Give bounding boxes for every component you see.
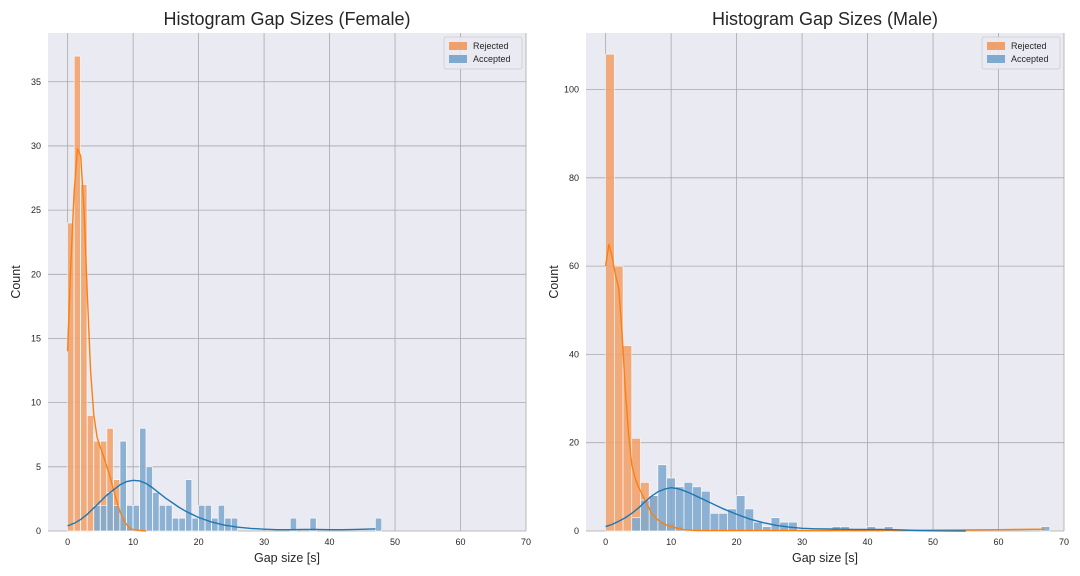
accepted-bar	[159, 505, 166, 532]
accepted-bar	[152, 492, 160, 532]
male-histogram-panel: 0 10 20 30 40 50 60 70 0 20 40 60 80 100 Histogram Gap…	[547, 9, 1069, 565]
x-tick-label: 50	[390, 537, 400, 547]
accepted-bar	[753, 521, 763, 532]
y-tick-label: 80	[569, 173, 579, 183]
accepted-bar	[178, 517, 186, 532]
accepted-bar	[100, 505, 107, 532]
x-axis-label: Gap size [s]	[792, 551, 858, 565]
rejected-bar	[614, 265, 624, 532]
x-tick-label: 50	[928, 537, 938, 547]
accepted-bar	[231, 517, 238, 532]
chart-title: Histogram Gap Sizes (Female)	[163, 9, 410, 29]
accepted-bar	[375, 517, 382, 532]
legend-swatch-rejected	[987, 42, 1005, 50]
chart-title: Histogram Gap Sizes (Male)	[712, 9, 938, 29]
accepted-bar	[309, 517, 317, 532]
y-tick-label: 20	[31, 269, 41, 279]
y-tick-label: 5	[36, 462, 41, 472]
y-tick-label: 10	[31, 398, 41, 408]
x-tick-label: 10	[128, 537, 138, 547]
accepted-bar	[139, 428, 147, 532]
x-tick-label: 60	[456, 537, 466, 547]
accepted-bar	[191, 517, 199, 532]
rejected-bar	[80, 184, 88, 532]
y-tick-label: 20	[569, 438, 579, 448]
legend-swatch-accepted	[987, 55, 1005, 63]
accepted-bar	[145, 466, 153, 532]
x-tick-label: 40	[325, 537, 335, 547]
accepted-bar	[631, 517, 641, 532]
accepted-bar	[683, 482, 694, 532]
x-tick-label: 30	[259, 537, 269, 547]
female-histogram-panel: 0 10 20 30 40 50 60 70 0 5 10 15 20 25 30 35 Histogram G…	[9, 9, 531, 565]
legend-swatch-rejected	[449, 42, 467, 50]
accepted-bar	[692, 486, 702, 532]
accepted-bar	[224, 517, 232, 532]
y-tick-label: 0	[36, 526, 41, 536]
x-tick-label: 20	[732, 537, 742, 547]
accepted-bar	[172, 517, 179, 532]
legend-swatch-accepted	[449, 55, 467, 63]
x-tick-label: 0	[603, 537, 608, 547]
rejected-bar	[605, 53, 615, 532]
legend-label-accepted: Accepted	[1011, 54, 1049, 64]
accepted-bar	[675, 486, 685, 532]
plot-area	[586, 33, 1064, 531]
rejected-bar	[73, 55, 81, 532]
y-tick-label: 100	[564, 85, 579, 95]
accepted-bar	[709, 513, 720, 532]
accepted-bar	[735, 495, 746, 532]
accepted-bar	[132, 505, 140, 532]
x-tick-label: 10	[666, 537, 676, 547]
y-tick-label: 0	[574, 526, 579, 536]
y-tick-label: 60	[569, 261, 579, 271]
accepted-kde-line	[605, 487, 966, 532]
x-tick-label: 30	[797, 537, 807, 547]
accepted-bar	[718, 513, 728, 532]
y-axis-label: Count	[547, 265, 561, 299]
x-tick-label: 20	[194, 537, 204, 547]
accepted-bar	[204, 505, 212, 532]
accepted-bar	[701, 490, 711, 532]
x-tick-label: 70	[1059, 537, 1069, 547]
accepted-bar	[119, 440, 127, 532]
plot-area	[48, 33, 526, 531]
accepted-bar	[289, 517, 297, 532]
y-tick-label: 25	[31, 205, 41, 215]
accepted-bar	[185, 479, 193, 532]
x-tick-label: 70	[521, 537, 531, 547]
accepted-bar	[165, 505, 173, 532]
legend-label-rejected: Rejected	[1011, 41, 1047, 51]
legend-label-rejected: Rejected	[473, 41, 509, 51]
accepted-bar	[648, 495, 659, 532]
accepted-bar	[93, 505, 101, 532]
rejected-bar	[631, 437, 641, 532]
x-tick-label: 60	[994, 537, 1004, 547]
y-tick-label: 35	[31, 77, 41, 87]
accepted-bar	[217, 505, 225, 532]
rejected-kde-line	[66, 148, 147, 532]
y-tick-label: 30	[31, 141, 41, 151]
y-tick-label: 40	[569, 349, 579, 359]
accepted-bar	[666, 477, 676, 532]
legend-label-accepted: Accepted	[473, 54, 511, 64]
accepted-bar	[211, 517, 219, 532]
x-axis-label: Gap size [s]	[254, 551, 320, 565]
accepted-kde-line	[67, 479, 376, 531]
y-tick-label: 15	[31, 333, 41, 343]
rejected-kde-line	[604, 243, 1045, 532]
y-axis-label: Count	[9, 265, 23, 299]
x-tick-label: 0	[65, 537, 70, 547]
accepted-bar	[106, 492, 114, 532]
x-tick-label: 40	[863, 537, 873, 547]
